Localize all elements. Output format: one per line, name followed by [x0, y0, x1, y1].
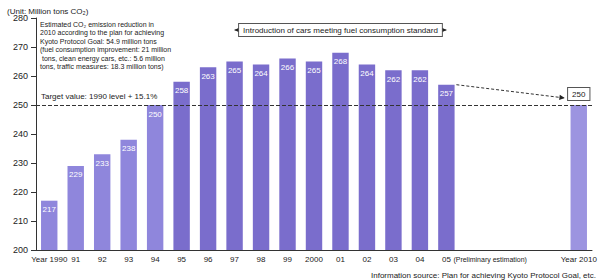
svg-text:01: 01	[336, 255, 345, 264]
svg-text:220: 220	[13, 187, 28, 197]
svg-text:tons, clean energy cars, etc.:: tons, clean energy cars, etc.: 5.6 milli…	[40, 55, 167, 63]
svg-text:263: 263	[201, 72, 215, 81]
svg-text:257: 257	[440, 89, 454, 98]
svg-text:98: 98	[257, 255, 266, 264]
svg-text:262: 262	[387, 75, 401, 84]
svg-text:2000: 2000	[305, 255, 323, 264]
svg-text:265: 265	[307, 66, 321, 75]
svg-text:03: 03	[389, 255, 398, 264]
svg-text:229: 229	[69, 170, 83, 179]
svg-text:(Unit: Million tons CO₂): (Unit: Million tons CO₂)	[7, 7, 89, 16]
svg-text:96: 96	[204, 255, 213, 264]
svg-text:2010 according to the plan for: 2010 according to the plan for achieving	[40, 29, 166, 37]
svg-text:94: 94	[151, 255, 160, 264]
svg-text:260: 260	[13, 71, 28, 81]
svg-text:250: 250	[13, 100, 28, 110]
svg-text:264: 264	[254, 69, 268, 78]
svg-text:280: 280	[13, 13, 28, 23]
svg-text:233: 233	[96, 159, 110, 168]
svg-text:250: 250	[572, 90, 586, 99]
svg-text:04: 04	[415, 255, 424, 264]
svg-text:230: 230	[13, 158, 28, 168]
svg-text:Estimated CO₂ emission reducti: Estimated CO₂ emission reduction in	[40, 21, 156, 28]
svg-text:02: 02	[362, 255, 371, 264]
svg-text:240: 240	[13, 129, 28, 139]
svg-text:264: 264	[360, 69, 374, 78]
svg-text:Introduction of cars meeting f: Introduction of cars meeting fuel consum…	[243, 26, 438, 35]
svg-text:97: 97	[230, 255, 239, 264]
svg-text:05: 05	[442, 255, 451, 264]
svg-text:268: 268	[334, 57, 348, 66]
svg-text:266: 266	[281, 63, 295, 72]
svg-text:Kyoto Protocol Goal: 54.9 mill: Kyoto Protocol Goal: 54.9 million tons	[40, 38, 159, 46]
svg-text:(Preliminary estimation): (Preliminary estimation)	[453, 256, 527, 264]
svg-text:Target value: 1990 level + 15.: Target value: 1990 level + 15.1%	[41, 92, 157, 101]
svg-text:210: 210	[13, 216, 28, 226]
svg-text:tons, traffic measures: 18.3 m: tons, traffic measures: 18.3 million ton…	[40, 63, 164, 71]
svg-text:200: 200	[13, 245, 28, 255]
svg-text:92: 92	[98, 255, 107, 264]
svg-text:(fuel consumption improvement:: (fuel consumption improvement: 21 millio…	[40, 46, 171, 54]
svg-text:91: 91	[71, 255, 80, 264]
svg-text:270: 270	[13, 42, 28, 52]
svg-text:99: 99	[283, 255, 292, 264]
svg-text:95: 95	[177, 255, 186, 264]
svg-text:250: 250	[148, 110, 162, 119]
svg-text:238: 238	[122, 144, 136, 153]
svg-text:217: 217	[43, 205, 57, 214]
svg-text:265: 265	[228, 66, 242, 75]
svg-text:93: 93	[124, 255, 133, 264]
svg-text:Year 1990: Year 1990	[31, 255, 68, 264]
svg-text:258: 258	[175, 86, 189, 95]
svg-text:262: 262	[413, 75, 427, 84]
svg-text:Information source: Plan for a: Information source: Plan for achieving K…	[371, 271, 596, 280]
svg-text:Year 2010: Year 2010	[561, 255, 598, 264]
